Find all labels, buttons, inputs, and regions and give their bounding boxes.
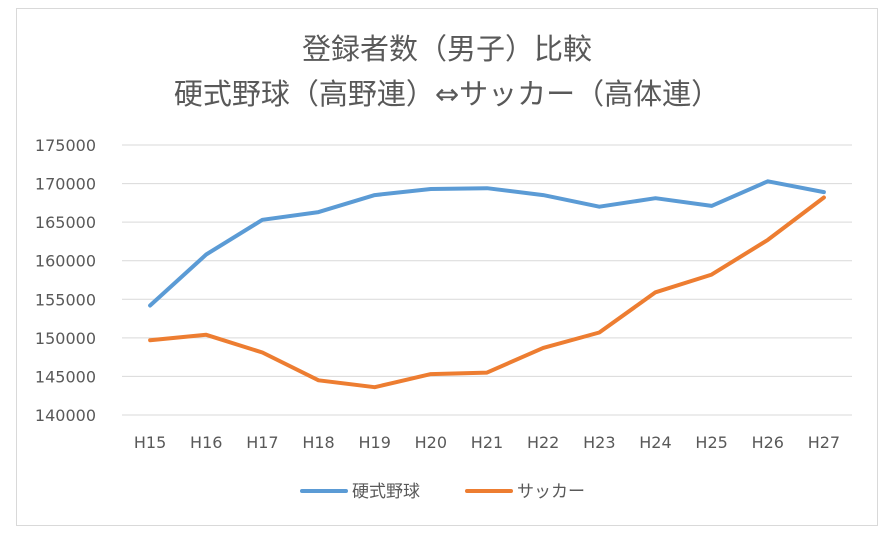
x-tick-label: H25: [695, 433, 727, 452]
x-tick-label: H21: [471, 433, 503, 452]
x-tick-label: H23: [583, 433, 615, 452]
x-tick-label: H16: [190, 433, 222, 452]
legend-label: サッカー: [517, 482, 585, 502]
x-tick-label: H26: [752, 433, 784, 452]
chart-title-line2: 硬式野球（高野連）⇔サッカー（高体連）: [173, 77, 721, 111]
chart-title-line1: 登録者数（男子）比較: [301, 32, 592, 66]
x-tick-label: H15: [134, 433, 166, 452]
series-lines: [148, 179, 826, 390]
y-tick-label: 175000: [35, 136, 96, 155]
y-tick-label: 160000: [35, 252, 96, 271]
series-line-2: [148, 195, 826, 390]
y-tick-label: 165000: [35, 213, 96, 232]
y-tick-label: 170000: [35, 175, 96, 194]
x-tick-label: H20: [415, 433, 447, 452]
x-tick-label: H17: [246, 433, 278, 452]
legend-label: 硬式野球: [352, 482, 420, 502]
y-tick-label: 140000: [35, 406, 96, 425]
x-tick-label: H22: [527, 433, 559, 452]
series-line-1: [148, 179, 826, 308]
x-tick-label: H24: [639, 433, 671, 452]
y-axis-ticks: 140000 145000 150000 155000 160000 165000 1700…: [35, 136, 96, 425]
y-tick-label: 145000: [35, 367, 96, 386]
gridlines: [122, 144, 852, 416]
x-axis-ticks: H15 H16 H17 H18 H19 H20 H21 H22 H23 H24 H25 H26 H27: [134, 433, 840, 452]
y-tick-label: 150000: [35, 329, 96, 348]
x-tick-label: H18: [302, 433, 334, 452]
x-tick-label: H19: [358, 433, 390, 452]
legend: 硬式野球 サッカー: [300, 482, 585, 502]
y-tick-label: 155000: [35, 290, 96, 309]
chart-frame: [16, 8, 878, 526]
x-tick-label: H27: [808, 433, 840, 452]
